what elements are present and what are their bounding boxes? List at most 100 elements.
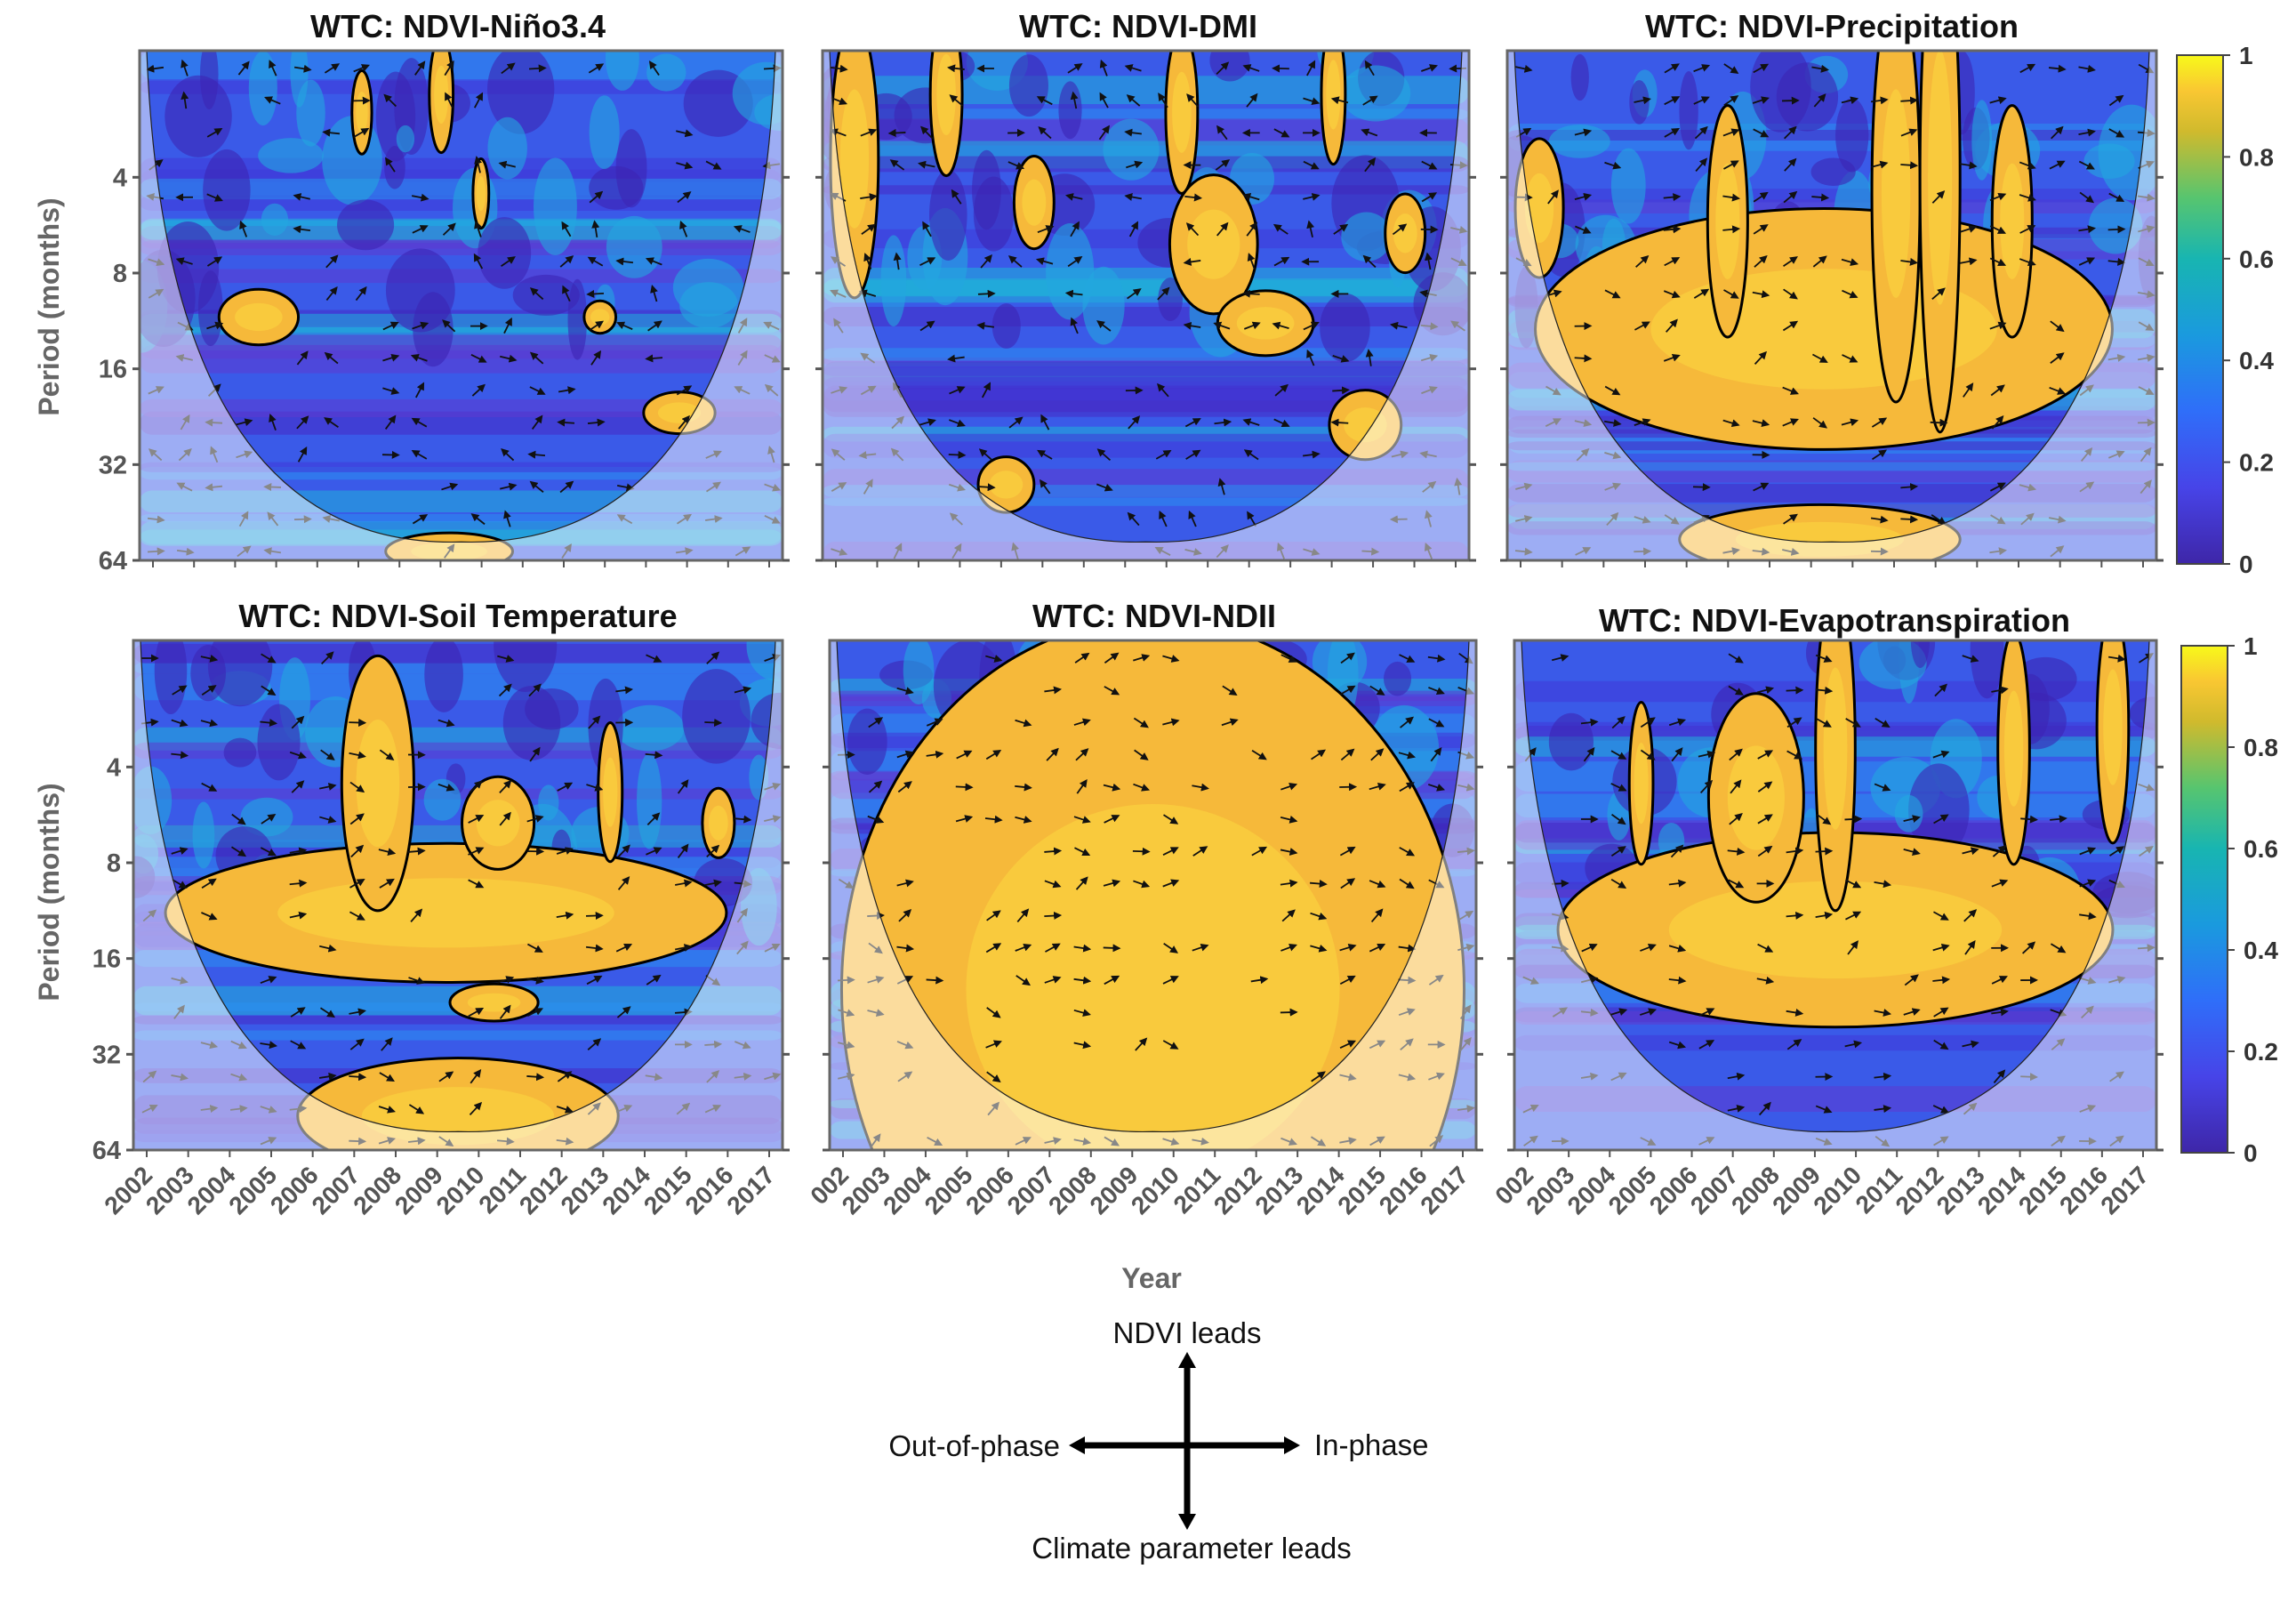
coherence-blob <box>637 752 662 849</box>
colorbar-tick-label: 0 <box>2239 551 2253 578</box>
colorbar-tick-label: 1 <box>2244 632 2258 660</box>
phase-arrow <box>1159 510 1168 527</box>
phase-arrow <box>2079 847 2097 856</box>
phase-arrow <box>1040 414 1050 430</box>
phase-arrow <box>677 191 692 204</box>
x-tick-label: 2010 <box>1126 1161 1184 1219</box>
phase-arrow <box>200 654 219 663</box>
phase-arrow <box>1127 511 1140 527</box>
phase-arrow <box>733 225 751 233</box>
coherence-blob <box>1750 51 1811 133</box>
phase-arrow <box>868 780 883 793</box>
phase-arrow <box>2079 879 2097 888</box>
phase-arrow <box>1515 64 1533 73</box>
legend-label-up: NDVI leads <box>1113 1316 1262 1349</box>
panel-title: WTC: NDVI-DMI <box>1019 8 1257 44</box>
phase-arrow <box>1015 816 1032 824</box>
phase-arrow <box>1369 943 1386 953</box>
phase-arrow <box>1671 747 1683 762</box>
phase-arrow <box>441 482 459 491</box>
phase-arrow <box>1783 190 1798 204</box>
y-tick-label: 8 <box>107 849 121 878</box>
significant-core <box>2003 690 2024 807</box>
phase-arrow <box>674 879 693 888</box>
coherence-blob <box>1835 98 1869 173</box>
phase-arrow <box>438 1071 454 1082</box>
coherence-blob <box>606 215 662 278</box>
legend-arrowhead-right <box>1284 1436 1300 1454</box>
phase-arrow <box>1723 63 1739 74</box>
phase-arrow <box>868 717 884 728</box>
phase-arrow <box>617 844 630 858</box>
panel-title: WTC: NDVI-Evapotranspiration <box>1599 602 2070 639</box>
phase-arrow <box>2019 225 2036 234</box>
phase-arrow <box>171 719 189 728</box>
phase-arrow <box>529 746 541 762</box>
coherence-blob <box>223 737 257 768</box>
coherence-blob <box>567 278 588 360</box>
x-tick-label: 2002 <box>99 1161 157 1219</box>
phase-arrow <box>1730 779 1742 794</box>
phase-arrow <box>926 718 943 727</box>
phase-arrow <box>1634 96 1651 105</box>
x-tick-label: 2015 <box>638 1161 697 1219</box>
phase-arrow <box>1634 418 1651 427</box>
phase-arrow <box>1752 419 1770 427</box>
significant-core <box>1393 213 1417 253</box>
phase-arrow <box>1841 258 1859 267</box>
phase-arrow <box>1280 654 1297 663</box>
phase-arrow <box>949 386 966 395</box>
phase-arrow <box>1103 944 1121 953</box>
phase-arrow <box>1222 685 1238 696</box>
phase-arrow <box>1162 655 1180 663</box>
x-tick-label: 2017 <box>2095 1161 2154 1219</box>
phase-arrow <box>1163 942 1179 953</box>
phase-arrow <box>1784 125 1797 140</box>
phase-arrow <box>1134 749 1149 760</box>
phase-arrow <box>1221 718 1239 727</box>
phase-arrow <box>1841 418 1859 427</box>
x-tick-label: 2009 <box>1085 1161 1144 1219</box>
phase-arrow <box>2108 128 2125 138</box>
coherence-blob <box>203 149 251 231</box>
phase-arrow <box>1900 482 1919 491</box>
phase-arrow <box>1399 782 1415 792</box>
phase-arrow <box>1727 847 1746 856</box>
phase-arrow <box>1280 816 1298 824</box>
phase-arrow <box>646 812 661 826</box>
phase-arrow <box>1157 286 1170 301</box>
phase-arrow <box>1311 1071 1326 1082</box>
phase-arrow <box>1037 225 1055 234</box>
colorbar-tick-label: 0.4 <box>2244 937 2278 964</box>
phase-arrow <box>1695 157 1708 173</box>
coherence-blob <box>240 797 293 837</box>
phase-arrow <box>1610 846 1626 857</box>
phase-arrow <box>1333 223 1349 235</box>
x-tick-label: 2005 <box>919 1161 978 1219</box>
phase-arrow <box>860 193 878 202</box>
phase-arrow <box>1016 908 1030 923</box>
phase-arrow <box>1871 417 1888 428</box>
phase-arrow <box>1729 748 1743 761</box>
phase-arrow <box>1784 157 1797 172</box>
phase-arrow <box>2078 64 2096 73</box>
phase-arrow <box>2050 943 2067 953</box>
phase-arrow <box>410 908 423 922</box>
x-tick-label: 2009 <box>389 1161 448 1219</box>
colorbar-gradient <box>2180 645 2228 1154</box>
phase-arrow <box>1870 515 1889 524</box>
phase-arrow <box>499 811 511 826</box>
coherence-blob <box>534 157 577 256</box>
phase-arrow <box>949 419 966 428</box>
phase-arrow <box>1064 193 1083 201</box>
phase-arrow <box>1133 880 1151 889</box>
phase-arrow <box>831 97 848 106</box>
coherence-blob <box>972 149 1001 230</box>
phase-arrow <box>1421 192 1438 203</box>
phase-arrow <box>325 254 339 269</box>
phase-arrow <box>1722 193 1741 202</box>
phase-arrow <box>1214 418 1232 427</box>
phase-arrow <box>1813 93 1826 108</box>
phase-arrow <box>951 189 962 205</box>
significant-core <box>839 89 870 229</box>
